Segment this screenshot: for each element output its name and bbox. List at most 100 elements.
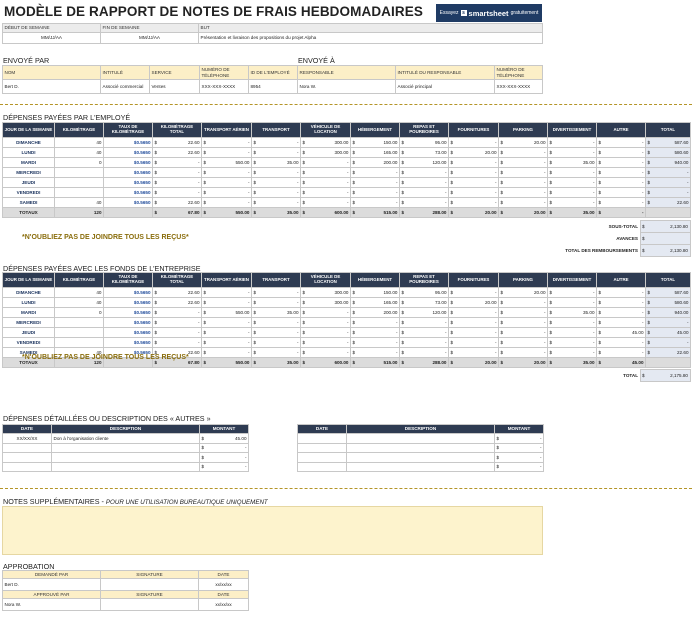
mileage-rate-cell[interactable]: $0.5650 — [103, 187, 153, 198]
amount-cell[interactable]: $ - — [201, 297, 252, 308]
amount-cell[interactable]: $ - — [448, 167, 499, 178]
mileage-cell[interactable] — [54, 327, 104, 338]
mileage-cell[interactable] — [54, 177, 104, 188]
mileage-cell[interactable] — [54, 187, 104, 198]
amount-cell[interactable]: $ - — [596, 147, 646, 158]
amount-cell[interactable]: $ - — [399, 197, 449, 208]
amount-cell[interactable]: $ - — [251, 347, 301, 358]
other-amount-cell[interactable]: $ - — [494, 452, 544, 463]
other-amount-cell[interactable]: $ - — [494, 433, 544, 444]
amount-cell[interactable]: $ - — [547, 347, 597, 358]
manager-value[interactable]: Nora W. — [297, 79, 396, 94]
other-amount-cell[interactable]: $45.00 — [199, 433, 249, 444]
other-amount-cell[interactable]: $ - — [199, 442, 249, 453]
amount-cell[interactable]: $35.00 — [251, 157, 301, 168]
amount-cell[interactable]: $ - — [399, 347, 449, 358]
sender-department-value[interactable]: Ventes — [149, 79, 200, 94]
amount-cell[interactable]: $ - — [251, 297, 301, 308]
amount-cell[interactable]: $ - — [596, 157, 646, 168]
mileage-cell[interactable]: 40 — [54, 197, 104, 208]
amount-cell[interactable]: $ - — [251, 137, 301, 148]
amount-cell[interactable]: $ - — [201, 337, 252, 348]
amount-cell[interactable]: $ - — [448, 137, 499, 148]
amount-cell[interactable]: $ - — [201, 327, 252, 338]
amount-cell[interactable]: $ - — [201, 347, 252, 358]
amount-cell[interactable]: $300.00 — [300, 287, 351, 298]
mileage-rate-cell[interactable]: $0.5650 — [103, 317, 153, 328]
mileage-cell[interactable]: 0 — [54, 307, 104, 318]
amount-cell[interactable]: $ - — [201, 197, 252, 208]
amount-cell[interactable]: $ - — [399, 317, 449, 328]
amount-cell[interactable]: $ - — [448, 307, 499, 318]
mileage-rate-cell[interactable]: $0.5650 — [103, 157, 153, 168]
other-date-cell[interactable]: XX/XX/XX — [2, 433, 52, 444]
amount-cell[interactable]: $ - — [251, 337, 301, 348]
mileage-rate-cell[interactable]: $0.5650 — [103, 307, 153, 318]
approval-value[interactable]: Bert D. — [2, 578, 101, 591]
amount-cell[interactable]: $ - — [547, 137, 597, 148]
amount-cell[interactable]: $73.00 — [399, 297, 449, 308]
amount-cell[interactable]: $ - — [596, 287, 646, 298]
mileage-cell[interactable] — [54, 317, 104, 328]
summary-value[interactable]: $2,130.80 — [639, 244, 691, 257]
amount-cell[interactable]: $ - — [350, 167, 400, 178]
amount-cell[interactable]: $ - — [547, 297, 597, 308]
sender-phone-value[interactable]: XXX-XXX-XXXX — [199, 79, 249, 94]
mileage-rate-cell[interactable]: $0.5650 — [103, 147, 153, 158]
amount-cell[interactable]: $ - — [596, 197, 646, 208]
mileage-rate-cell[interactable]: $0.5650 — [103, 337, 153, 348]
other-description-cell[interactable] — [346, 433, 495, 444]
amount-cell[interactable]: $ - — [350, 187, 400, 198]
amount-cell[interactable]: $ - — [547, 147, 597, 158]
other-description-cell[interactable] — [51, 452, 200, 463]
mileage-cell[interactable]: 40 — [54, 147, 104, 158]
amount-cell[interactable]: $ - — [498, 317, 548, 328]
other-amount-cell[interactable]: $ - — [199, 461, 249, 472]
amount-cell[interactable]: $ - — [251, 147, 301, 158]
amount-cell[interactable]: $20.00 — [448, 147, 499, 158]
amount-cell[interactable]: $ - — [448, 317, 499, 328]
amount-cell[interactable]: $ - — [547, 167, 597, 178]
amount-cell[interactable]: $ - — [300, 347, 351, 358]
amount-cell[interactable]: $120.00 — [399, 157, 449, 168]
amount-cell[interactable]: $ - — [350, 337, 400, 348]
notes-textarea[interactable] — [2, 506, 543, 555]
amount-cell[interactable]: $ - — [201, 167, 252, 178]
amount-cell[interactable]: $ - — [300, 337, 351, 348]
mileage-rate-cell[interactable]: $0.5650 — [103, 327, 153, 338]
amount-cell[interactable]: $ - — [547, 177, 597, 188]
amount-cell[interactable]: $ - — [448, 287, 499, 298]
amount-cell[interactable]: $ - — [547, 187, 597, 198]
amount-cell[interactable]: $ - — [547, 287, 597, 298]
amount-cell[interactable]: $ - — [448, 337, 499, 348]
amount-cell[interactable]: $300.00 — [300, 137, 351, 148]
amount-cell[interactable]: $ - — [399, 167, 449, 178]
amount-cell[interactable]: $20.00 — [498, 287, 548, 298]
amount-cell[interactable]: $ - — [350, 327, 400, 338]
amount-cell[interactable]: $73.00 — [399, 147, 449, 158]
amount-cell[interactable]: $165.00 — [350, 147, 400, 158]
amount-cell[interactable]: $ - — [448, 347, 499, 358]
amount-cell[interactable]: $ - — [448, 187, 499, 198]
amount-cell[interactable]: $20.00 — [498, 137, 548, 148]
sender-id-value[interactable]: 8954 — [248, 79, 298, 94]
mileage-rate-cell[interactable]: $0.5650 — [103, 137, 153, 148]
amount-cell[interactable]: $ - — [300, 157, 351, 168]
amount-cell[interactable]: $300.00 — [300, 297, 351, 308]
summary-value[interactable]: $2,130.80 — [639, 220, 691, 233]
amount-cell[interactable]: $ - — [201, 147, 252, 158]
amount-cell[interactable]: $200.00 — [350, 307, 400, 318]
other-date-cell[interactable] — [2, 452, 52, 463]
other-description-cell[interactable] — [51, 461, 200, 472]
mileage-rate-cell[interactable]: $0.5650 — [103, 297, 153, 308]
amount-cell[interactable]: $ - — [498, 167, 548, 178]
manager-title-value[interactable]: Associé principal — [395, 79, 495, 94]
amount-cell[interactable]: $ - — [596, 297, 646, 308]
amount-cell[interactable]: $ - — [201, 177, 252, 188]
amount-cell[interactable]: $165.00 — [350, 297, 400, 308]
mileage-cell[interactable] — [54, 167, 104, 178]
mileage-cell[interactable]: 40 — [54, 137, 104, 148]
amount-cell[interactable]: $ - — [596, 317, 646, 328]
signature-field[interactable] — [100, 578, 199, 591]
amount-cell[interactable]: $35.00 — [547, 157, 597, 168]
